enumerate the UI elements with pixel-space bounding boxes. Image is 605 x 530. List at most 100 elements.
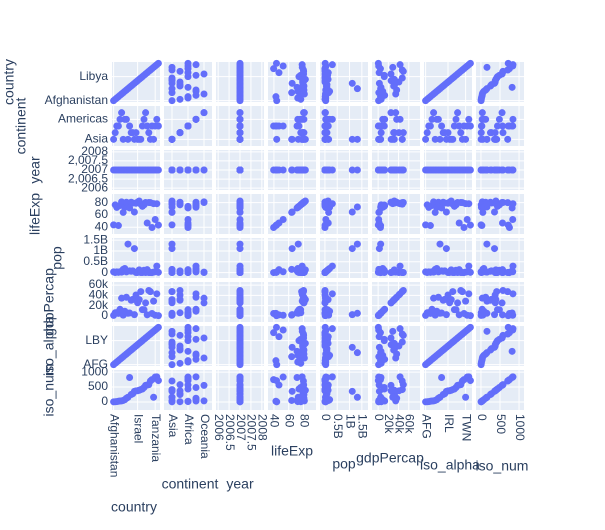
point — [168, 221, 176, 229]
point — [130, 311, 138, 319]
point — [176, 387, 184, 395]
point — [154, 221, 162, 229]
point — [130, 208, 138, 216]
point — [466, 122, 474, 130]
point — [387, 381, 395, 389]
point — [374, 122, 382, 130]
y-tick-label: 2,006.5 — [68, 171, 108, 185]
point — [154, 122, 162, 130]
point — [236, 135, 244, 143]
point — [508, 347, 516, 355]
point — [236, 166, 244, 174]
point — [176, 398, 184, 406]
point — [465, 290, 473, 298]
point — [236, 109, 244, 117]
point — [493, 135, 501, 143]
point — [504, 288, 512, 296]
x-axis-title: iso_alpha — [420, 457, 480, 473]
point — [300, 109, 308, 117]
x-tick-label: 0 — [475, 414, 489, 421]
x-axis-title: lifeExp — [271, 443, 313, 459]
point — [192, 71, 200, 79]
point — [387, 70, 395, 78]
point — [483, 327, 491, 335]
point — [272, 397, 280, 405]
point — [168, 386, 176, 394]
point — [176, 359, 184, 367]
point — [168, 245, 176, 253]
point — [192, 262, 200, 270]
point — [150, 135, 158, 143]
y-tick-label: 1B — [93, 243, 108, 257]
point — [236, 221, 244, 229]
point — [300, 129, 308, 137]
point — [118, 109, 126, 117]
point — [298, 200, 306, 208]
point — [154, 268, 162, 276]
point — [176, 198, 184, 206]
point — [168, 338, 176, 346]
point — [168, 311, 176, 319]
y-tick-label: 2008 — [81, 144, 108, 158]
point — [389, 393, 397, 401]
point — [462, 135, 470, 143]
point — [483, 268, 491, 276]
point — [374, 59, 382, 67]
point — [176, 95, 184, 103]
point — [493, 122, 501, 130]
point — [275, 69, 283, 77]
x-tick-label: 0.5B — [331, 414, 345, 439]
point — [236, 290, 244, 298]
point — [450, 122, 458, 130]
point — [455, 219, 463, 227]
point — [126, 374, 134, 382]
point — [130, 245, 138, 253]
point — [192, 394, 200, 402]
x-tick-label: 2006 — [212, 414, 226, 441]
y-axis-title: lifeExp — [27, 193, 43, 235]
point — [168, 297, 176, 305]
point — [390, 339, 398, 347]
point — [504, 268, 512, 276]
y-axis-title: continent — [13, 97, 29, 154]
point — [298, 61, 306, 69]
point — [398, 74, 406, 82]
x-tick-label: 2008 — [256, 414, 270, 441]
point — [143, 219, 151, 227]
point — [184, 93, 192, 101]
point — [321, 221, 329, 229]
point — [389, 135, 397, 143]
x-tick-label: Oceania — [198, 414, 212, 459]
point — [294, 240, 302, 248]
y-tick-label: 2007 — [81, 162, 108, 176]
point — [478, 109, 486, 117]
point — [396, 290, 404, 298]
point — [111, 129, 119, 137]
point — [504, 135, 512, 143]
point — [140, 115, 148, 123]
point — [168, 327, 176, 335]
point — [353, 240, 361, 248]
point — [466, 377, 474, 385]
point — [200, 299, 208, 307]
point — [374, 268, 382, 276]
point — [509, 216, 517, 224]
point — [298, 325, 306, 333]
point — [449, 288, 457, 296]
point — [288, 166, 296, 174]
point — [154, 312, 162, 320]
point — [168, 74, 176, 82]
point — [153, 200, 161, 208]
point — [148, 223, 156, 231]
point — [444, 129, 452, 137]
point — [466, 221, 474, 229]
point — [499, 122, 507, 130]
point — [168, 208, 176, 216]
point — [374, 323, 382, 331]
point — [272, 166, 280, 174]
point — [184, 166, 192, 174]
point — [288, 265, 296, 273]
point — [153, 262, 161, 270]
point — [452, 115, 460, 123]
point — [288, 343, 296, 351]
